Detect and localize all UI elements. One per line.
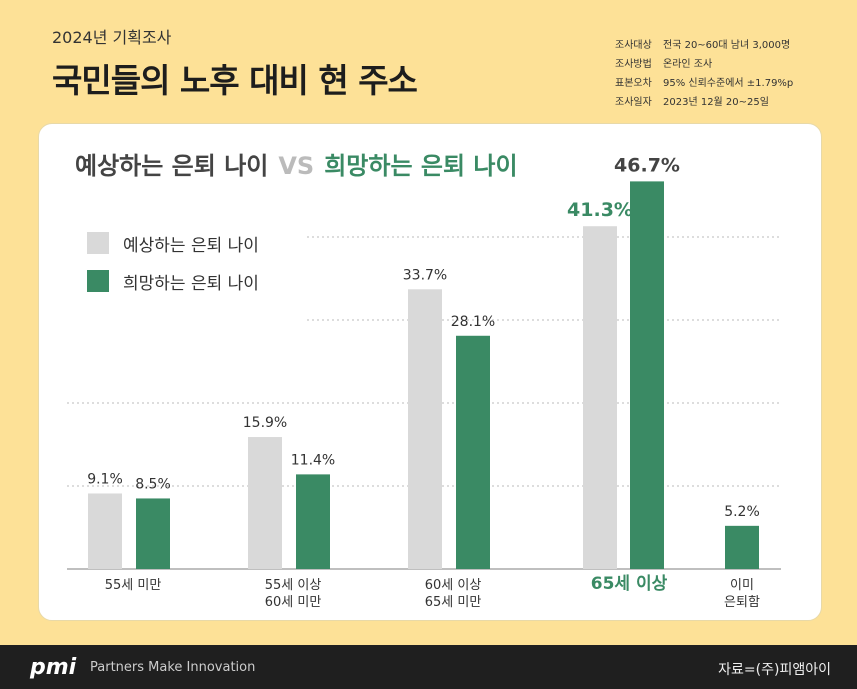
legend-item-hoped: 희망하는 은퇴 나이	[87, 270, 259, 294]
meta-key: 조사방법	[615, 59, 652, 70]
data-label: 33.7%	[403, 267, 447, 283]
meta-value: 온라인 조사	[663, 59, 713, 70]
footer: pmi Partners Make Innovation 자료=(주)피앰아이	[0, 645, 857, 689]
legend-item-expected: 예상하는 은퇴 나이	[87, 232, 259, 256]
pmi-logo: pmi	[30, 655, 77, 680]
category-label: 65세 이상	[591, 574, 668, 594]
chart-card: 예상하는 은퇴 나이 VS 희망하는 은퇴 나이 예상하는 은퇴 나이 희망하는 은…	[38, 123, 822, 621]
bar-expected	[248, 437, 282, 569]
category-label: 60세 이상	[425, 578, 482, 593]
data-label: 8.5%	[135, 476, 171, 492]
source-credit: 자료=(주)피앰아이	[718, 662, 831, 678]
survey-meta: 조사대상 전국 20~60대 남녀 3,000명 조사방법 온라인 조사 표본오차 9…	[615, 36, 793, 112]
data-label: 5.2%	[724, 504, 760, 520]
bar-expected	[88, 493, 122, 569]
bar-hoped	[136, 498, 170, 569]
data-label: 28.1%	[451, 314, 495, 330]
category-label: 65세 미만	[425, 595, 482, 610]
category-label: 이미	[730, 578, 754, 593]
legend-label-expected: 예상하는 은퇴 나이	[123, 235, 259, 256]
report-subtitle: 2024년 기획조사	[52, 28, 172, 47]
chart-title-expected: 예상하는 은퇴 나이	[75, 152, 269, 180]
category-label: 55세 미만	[105, 578, 162, 593]
chart-title-vs: VS	[278, 152, 315, 180]
meta-row: 표본오차 95% 신뢰수준에서 ±1.79%p	[615, 74, 793, 93]
meta-key: 조사대상	[615, 40, 652, 51]
bar-expected	[583, 226, 617, 569]
legend-swatch-hoped	[87, 270, 109, 292]
meta-key: 조사일자	[615, 97, 652, 108]
meta-value: 전국 20~60대 남녀 3,000명	[663, 40, 791, 51]
meta-key: 표본오차	[615, 78, 652, 89]
category-label: 55세 이상	[265, 578, 322, 593]
bar-chart: 9.1% 8.5% 55세 미만 15.9% 11.4% 55세 이상 60세 미만 33.7…	[67, 154, 781, 610]
meta-value: 95% 신뢰수준에서 ±1.79%p	[663, 78, 794, 89]
category-label: 60세 미만	[265, 595, 322, 610]
meta-row: 조사일자 2023년 12월 20~25일	[615, 93, 793, 112]
data-label: 46.7%	[614, 154, 680, 176]
bar-hoped	[456, 335, 490, 569]
legend-swatch-expected	[87, 232, 109, 254]
data-label: 15.9%	[243, 415, 287, 431]
bar-hoped	[630, 181, 664, 569]
report-title: 국민들의 노후 대비 현 주소	[52, 61, 418, 100]
chart-title: 예상하는 은퇴 나이 VS 희망하는 은퇴 나이	[75, 146, 518, 181]
bar-expected	[408, 289, 442, 569]
chart-title-hoped: 희망하는 은퇴 나이	[324, 152, 518, 180]
meta-row: 조사대상 전국 20~60대 남녀 3,000명	[615, 36, 793, 55]
data-label: 41.3%	[567, 199, 633, 221]
meta-row: 조사방법 온라인 조사	[615, 55, 793, 74]
chart-legend: 예상하는 은퇴 나이 희망하는 은퇴 나이	[87, 232, 259, 308]
data-label: 11.4%	[291, 452, 335, 468]
data-label: 9.1%	[87, 471, 123, 487]
bar-hoped	[296, 474, 330, 569]
footer-tagline: Partners Make Innovation	[90, 660, 256, 675]
category-label: 은퇴함	[724, 595, 760, 610]
meta-value: 2023년 12월 20~25일	[663, 97, 769, 108]
legend-label-hoped: 희망하는 은퇴 나이	[123, 273, 259, 294]
bar-hoped	[725, 525, 759, 569]
